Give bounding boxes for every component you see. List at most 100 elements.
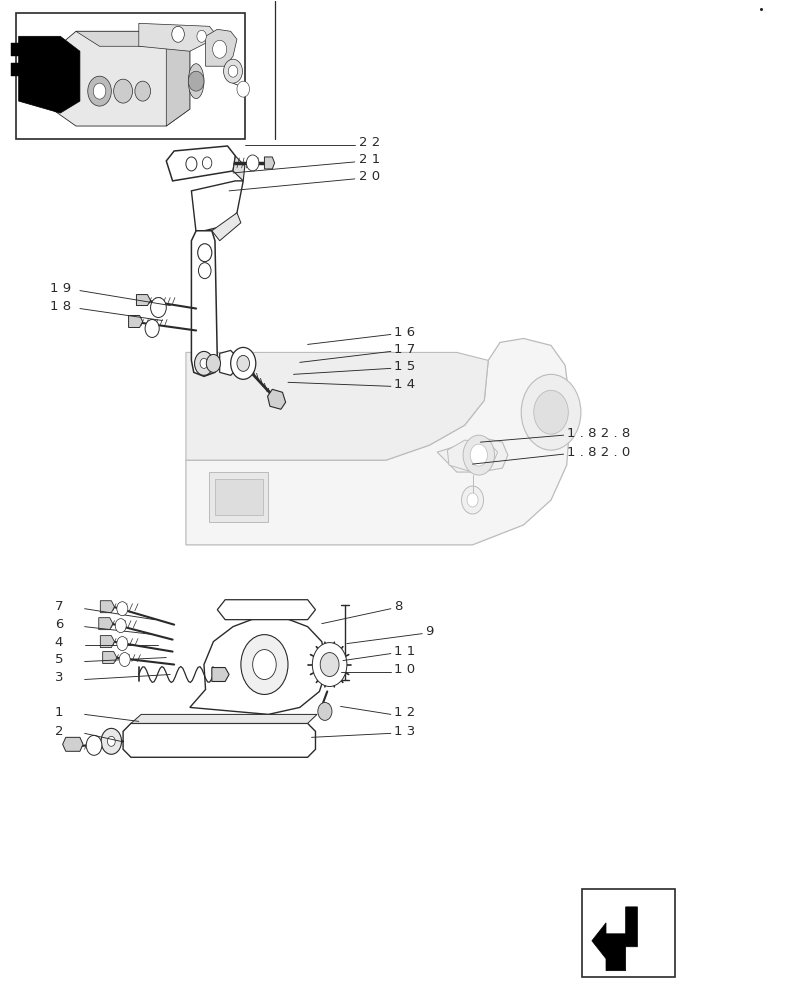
Circle shape	[101, 728, 121, 754]
Polygon shape	[210, 472, 269, 522]
Polygon shape	[123, 723, 315, 757]
Circle shape	[470, 444, 488, 466]
Text: 8: 8	[394, 600, 403, 613]
Text: 1 2: 1 2	[394, 706, 415, 719]
Text: 1 4: 1 4	[394, 378, 415, 391]
Circle shape	[206, 354, 221, 372]
Polygon shape	[437, 438, 507, 472]
Bar	[582, 889, 675, 977]
Circle shape	[197, 30, 206, 42]
Polygon shape	[136, 295, 151, 306]
Circle shape	[253, 650, 277, 680]
Text: 1: 1	[55, 706, 63, 719]
Circle shape	[113, 79, 132, 103]
Polygon shape	[11, 63, 27, 76]
Text: 3: 3	[55, 671, 63, 684]
Circle shape	[247, 155, 259, 171]
Circle shape	[117, 637, 128, 651]
Text: 6: 6	[55, 618, 63, 631]
Text: 1 . 8 2 . 0: 1 . 8 2 . 0	[567, 446, 630, 459]
Circle shape	[107, 736, 115, 746]
Text: 5: 5	[55, 653, 63, 666]
Polygon shape	[55, 31, 190, 126]
Polygon shape	[62, 737, 83, 751]
Text: 1 5: 1 5	[394, 360, 415, 373]
Text: 9: 9	[426, 625, 433, 638]
Bar	[16, 13, 245, 139]
Text: 1 8: 1 8	[50, 300, 71, 313]
Polygon shape	[186, 338, 571, 545]
Polygon shape	[265, 157, 275, 169]
Circle shape	[203, 157, 212, 169]
Circle shape	[213, 40, 227, 58]
Polygon shape	[592, 907, 637, 971]
Circle shape	[467, 493, 478, 507]
Polygon shape	[98, 618, 113, 630]
Text: 2 1: 2 1	[359, 153, 380, 166]
Circle shape	[119, 653, 130, 667]
Text: 1 1: 1 1	[394, 645, 415, 658]
Polygon shape	[190, 618, 327, 714]
Circle shape	[172, 26, 184, 42]
Circle shape	[521, 374, 581, 450]
Circle shape	[229, 65, 238, 77]
Polygon shape	[220, 350, 236, 375]
Text: 7: 7	[55, 600, 63, 613]
Polygon shape	[448, 440, 498, 472]
Circle shape	[195, 351, 214, 375]
Text: 1 0: 1 0	[394, 663, 415, 676]
Polygon shape	[100, 601, 114, 613]
Text: 2 0: 2 0	[359, 170, 380, 183]
Polygon shape	[166, 146, 236, 181]
Ellipse shape	[188, 64, 204, 99]
Polygon shape	[215, 479, 263, 515]
Circle shape	[462, 486, 484, 514]
Text: 2: 2	[55, 725, 63, 738]
Circle shape	[199, 263, 211, 279]
Polygon shape	[166, 31, 190, 126]
Text: 4: 4	[55, 636, 63, 649]
Polygon shape	[131, 714, 317, 723]
Polygon shape	[233, 156, 245, 181]
Text: 1 7: 1 7	[394, 343, 415, 356]
Circle shape	[231, 347, 256, 379]
Circle shape	[241, 635, 288, 694]
Polygon shape	[100, 636, 114, 648]
Polygon shape	[206, 29, 237, 66]
Polygon shape	[19, 36, 80, 113]
Polygon shape	[186, 352, 489, 460]
Polygon shape	[212, 668, 229, 681]
Circle shape	[145, 320, 159, 337]
Text: 1 9: 1 9	[50, 282, 71, 295]
Circle shape	[198, 244, 212, 262]
Text: 2 2: 2 2	[359, 136, 380, 149]
Text: 1 6: 1 6	[394, 326, 415, 339]
Circle shape	[135, 81, 151, 101]
Circle shape	[87, 76, 111, 106]
Polygon shape	[11, 43, 27, 56]
Circle shape	[224, 59, 243, 83]
Polygon shape	[191, 181, 243, 233]
Circle shape	[115, 619, 126, 633]
Polygon shape	[139, 23, 217, 51]
Circle shape	[117, 602, 128, 616]
Circle shape	[86, 735, 102, 755]
Circle shape	[93, 83, 106, 99]
Polygon shape	[212, 213, 241, 241]
Circle shape	[533, 390, 568, 434]
Polygon shape	[217, 600, 315, 620]
Circle shape	[200, 358, 208, 368]
Circle shape	[237, 81, 250, 97]
Polygon shape	[128, 316, 143, 327]
Circle shape	[188, 71, 204, 91]
Polygon shape	[102, 652, 117, 664]
Circle shape	[312, 643, 347, 686]
Circle shape	[320, 653, 339, 677]
Polygon shape	[191, 231, 217, 376]
Text: 1 . 8 2 . 8: 1 . 8 2 . 8	[567, 427, 630, 440]
Circle shape	[463, 435, 495, 475]
Circle shape	[186, 157, 197, 171]
Circle shape	[237, 355, 250, 371]
Circle shape	[151, 298, 166, 318]
Polygon shape	[268, 389, 285, 409]
